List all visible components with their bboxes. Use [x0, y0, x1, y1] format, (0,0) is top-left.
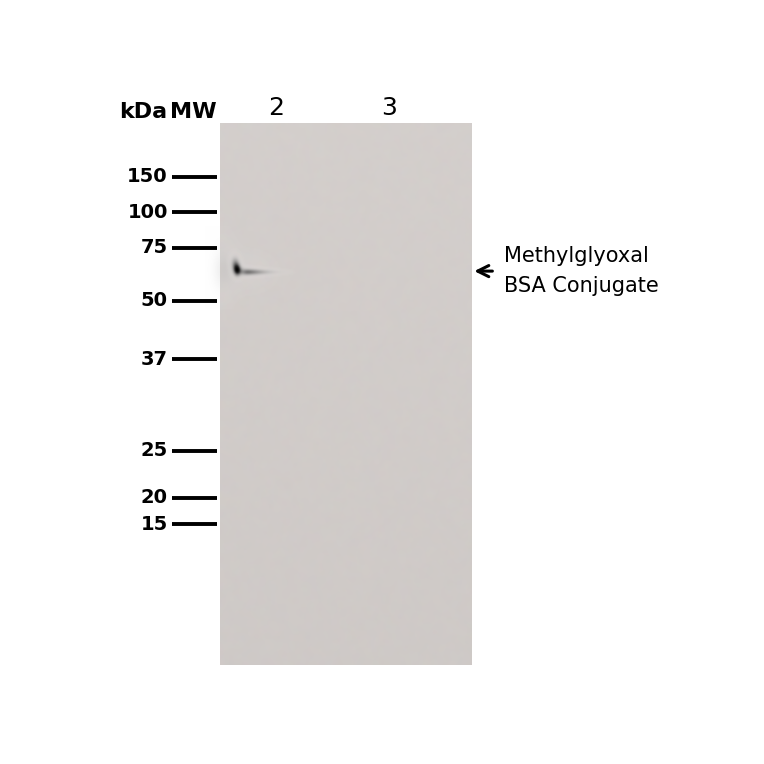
Text: 75: 75 [141, 238, 168, 257]
Text: 37: 37 [141, 350, 168, 369]
Text: 25: 25 [141, 441, 168, 460]
Text: 150: 150 [127, 167, 168, 186]
Text: Methylglyoxal: Methylglyoxal [504, 247, 649, 267]
Text: kDa: kDa [119, 102, 167, 122]
Text: 15: 15 [141, 515, 168, 533]
Text: 20: 20 [141, 488, 168, 507]
Text: 2: 2 [268, 96, 284, 120]
Text: 50: 50 [141, 291, 168, 310]
Text: MW: MW [170, 102, 216, 122]
Text: BSA Conjugate: BSA Conjugate [504, 276, 659, 296]
Text: 3: 3 [380, 96, 397, 120]
Text: 100: 100 [128, 202, 168, 222]
